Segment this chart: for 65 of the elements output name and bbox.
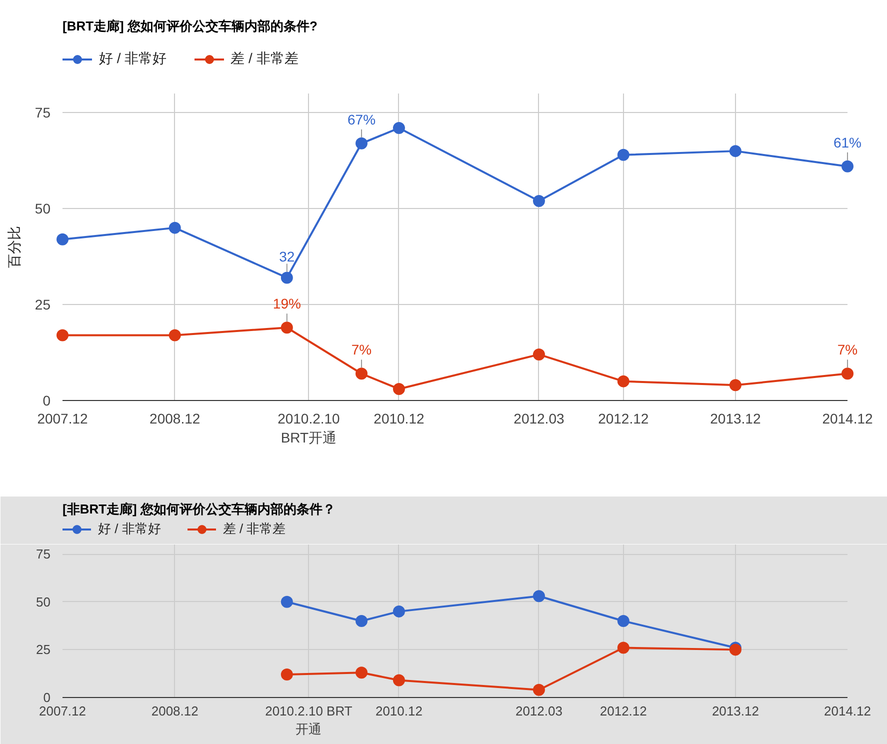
x-tick-label: 2014.12 (822, 410, 874, 426)
point (617, 375, 630, 388)
point (842, 160, 854, 172)
data-label: 19% (272, 296, 301, 312)
y-tick-label: 75 (34, 104, 51, 121)
point (56, 233, 68, 246)
x-tick-label: 2008.12 (151, 704, 198, 718)
point (392, 605, 405, 618)
x-tick-label: 2012.12 (598, 410, 649, 426)
x-tick-label: 2010.12 (375, 704, 422, 718)
chart-title: [BRT走廊] 您如何评价公交车辆内部的条件? (62, 18, 318, 34)
point (532, 684, 545, 696)
point (617, 615, 630, 627)
point (842, 368, 854, 380)
y-axis-title: 百分比 (6, 226, 22, 268)
legend-label: 好 / 非常好 (98, 520, 161, 538)
point (532, 590, 545, 602)
x-tick-label: 2013.12 (710, 410, 761, 426)
y-tick-label: 75 (36, 546, 51, 562)
point (280, 322, 293, 334)
data-label: 7% (351, 342, 372, 358)
point (617, 148, 630, 161)
x-tick-label: 2010.2.10 BRT开通 (278, 410, 340, 446)
point (280, 596, 293, 608)
data-label: 32 (279, 248, 295, 265)
point (56, 329, 68, 342)
point (280, 668, 293, 681)
y-tick-label: 25 (34, 296, 51, 313)
y-tick-label: 0 (42, 392, 51, 408)
data-label: 67% (348, 111, 376, 128)
x-tick-label: 2007.12 (37, 410, 88, 426)
point (532, 348, 545, 360)
point (168, 222, 181, 234)
x-tick-label: 2014.12 (824, 704, 872, 718)
x-tick-label: 2013.12 (712, 704, 759, 718)
x-tick-label: 2010.12 (374, 410, 424, 426)
legend-label: 差 / 非常差 (222, 520, 286, 538)
point (356, 666, 368, 679)
x-tick-label: 2012.12 (600, 704, 647, 718)
legend-label: 差 / 非常差 (230, 49, 298, 68)
point (392, 383, 405, 395)
point (356, 137, 368, 150)
x-tick-label: 2012.03 (514, 410, 564, 426)
legend-label: 好 / 非常好 (99, 49, 167, 68)
point (280, 272, 293, 284)
point (168, 329, 181, 342)
y-tick-label: 0 (43, 690, 51, 705)
point (729, 379, 742, 392)
x-tick-label: 2007.12 (39, 704, 86, 718)
chart-title: [非BRT走廊] 您如何评价公交车辆内部的条件？ (62, 502, 336, 516)
x-tick-label: 2012.03 (515, 704, 562, 718)
data-label: 7% (837, 342, 858, 358)
data-label: 61% (833, 134, 862, 150)
x-tick-label: 2010.2.10 BRT 开通 (265, 704, 352, 736)
y-tick-label: 50 (36, 594, 51, 610)
y-tick-label: 50 (34, 200, 51, 217)
point (392, 674, 405, 686)
point (392, 122, 405, 134)
x-tick-label: 2008.12 (150, 410, 200, 426)
point (729, 145, 742, 158)
point (356, 615, 368, 627)
y-tick-label: 25 (36, 642, 51, 658)
point (532, 194, 545, 207)
point (617, 642, 630, 654)
point (356, 368, 368, 380)
